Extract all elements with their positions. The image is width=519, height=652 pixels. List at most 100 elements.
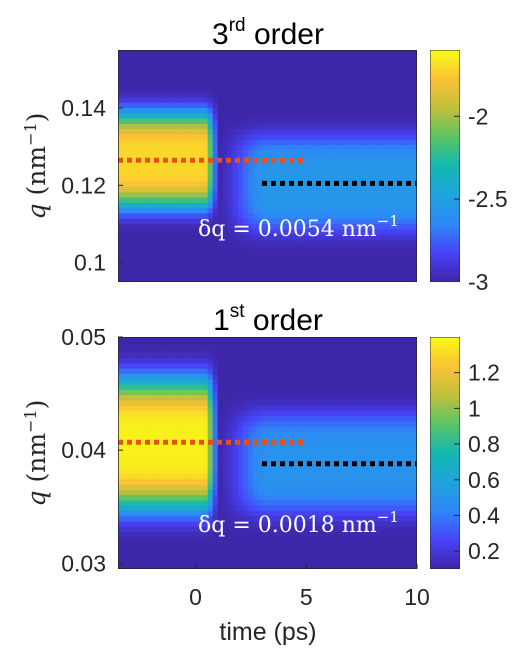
- heatmap-cell: [152, 213, 159, 220]
- heatmap-cell: [332, 495, 338, 502]
- heatmap-cell: [347, 202, 353, 209]
- heatmap-cell: [322, 150, 328, 157]
- heatmap-cell: [232, 102, 239, 109]
- heatmap-cell: [152, 245, 159, 251]
- heatmap-cell: [317, 437, 323, 444]
- heatmap-cell: [232, 489, 239, 496]
- heatmap-cell: [247, 479, 254, 486]
- heatmap-cell: [337, 187, 343, 193]
- heatmap-cell: [312, 213, 318, 220]
- heatmap-cell: [222, 255, 229, 262]
- heatmap-cell: [402, 65, 408, 72]
- heatmap-cell: [237, 368, 244, 375]
- heatmap-cell: [357, 197, 363, 204]
- heatmap-cell: [367, 276, 373, 282]
- heatmap-cell: [187, 342, 194, 349]
- heatmap-cell: [177, 55, 184, 62]
- heatmap-cell: [257, 484, 264, 491]
- heatmap-cell: [118, 213, 124, 220]
- heatmap-cell: [177, 526, 184, 533]
- heatmap-cell: [187, 447, 194, 454]
- heatmap-cell: [362, 139, 368, 146]
- heatmap-cell: [387, 97, 393, 104]
- heatmap-cell: [282, 139, 289, 146]
- heatmap-cell: [312, 479, 318, 486]
- heatmap-cell: [367, 463, 373, 470]
- heatmap-cell: [127, 384, 134, 391]
- heatmap-cell: [157, 468, 164, 475]
- heatmap-cell: [212, 489, 219, 496]
- heatmap-cell: [197, 558, 204, 565]
- heatmap-cell: [377, 144, 383, 151]
- heatmap-cell: [222, 123, 229, 130]
- heatmap-cell: [372, 405, 378, 412]
- heatmap-cell: [237, 102, 244, 109]
- heatmap-cell: [372, 395, 378, 401]
- heatmap-cell: [162, 60, 169, 67]
- heatmap-cell: [357, 144, 363, 151]
- heatmap-cell: [387, 160, 393, 167]
- heatmap-cell: [172, 347, 179, 354]
- heatmap-cell: [292, 468, 298, 475]
- heatmap-cell: [157, 229, 164, 236]
- heatmap-cell: [377, 521, 383, 528]
- heatmap-cell: [222, 437, 229, 444]
- heatmap-cell: [172, 384, 179, 391]
- heatmap-cell: [182, 139, 189, 146]
- heatmap-cell: [237, 352, 244, 359]
- heatmap-cell: [392, 250, 398, 257]
- heatmap-cell: [227, 421, 234, 428]
- heatmap-cell: [347, 389, 353, 396]
- heatmap-cell: [132, 108, 139, 114]
- heatmap-cell: [118, 208, 124, 215]
- heatmap-cell: [212, 276, 219, 282]
- heatmap-cell: [162, 511, 169, 517]
- heatmap-cell: [327, 368, 333, 375]
- heatmap-cell: [397, 208, 403, 215]
- heatmap-cell: [367, 416, 373, 422]
- heatmap-cell: [372, 245, 378, 251]
- heatmap-cell: [262, 229, 269, 236]
- heatmap-cell: [162, 245, 169, 251]
- heatmap-cell: [212, 547, 219, 554]
- heatmap-cell: [227, 176, 234, 183]
- heatmap-cell: [277, 239, 284, 246]
- heatmap-cell: [342, 447, 348, 454]
- heatmap-cell: [118, 416, 124, 422]
- heatmap-cell: [337, 202, 343, 209]
- heatmap-cell: [362, 92, 368, 99]
- heatmap-cell: [402, 192, 408, 199]
- heatmap-cell: [287, 229, 294, 236]
- heatmap-cell: [172, 553, 179, 560]
- heatmap-cell: [257, 86, 264, 93]
- heatmap-cell: [142, 181, 149, 188]
- heatmap-cell: [237, 192, 244, 199]
- heatmap-cell: [212, 495, 219, 502]
- heatmap-cell: [262, 197, 269, 204]
- heatmap-cell: [362, 224, 368, 230]
- heatmap-cell: [292, 139, 298, 146]
- heatmap-cell: [357, 260, 363, 267]
- heatmap-cell: [322, 505, 328, 512]
- heatmap-cell: [227, 373, 234, 380]
- heatmap-cell: [297, 458, 303, 465]
- heatmap-cell: [152, 547, 159, 554]
- heatmap-cell: [272, 276, 279, 282]
- heatmap-cell: [287, 213, 294, 220]
- heatmap-cell: [372, 474, 378, 480]
- heatmap-cell: [272, 150, 279, 157]
- heatmap-cell: [322, 245, 328, 251]
- heatmap-cell: [402, 155, 408, 162]
- heatmap-cell: [272, 410, 279, 417]
- heatmap-cell: [317, 489, 323, 496]
- heatmap-cell: [192, 516, 199, 523]
- heatmap-cell: [127, 521, 134, 528]
- heatmap-cell: [302, 245, 308, 251]
- heatmap-cell: [152, 218, 159, 225]
- heatmap-cell: [407, 192, 413, 199]
- heatmap-cell: [247, 208, 254, 215]
- heatmap-cell: [367, 421, 373, 428]
- heatmap-cell: [297, 431, 303, 438]
- heatmap-cell: [282, 395, 289, 401]
- heatmap-cell: [352, 474, 358, 480]
